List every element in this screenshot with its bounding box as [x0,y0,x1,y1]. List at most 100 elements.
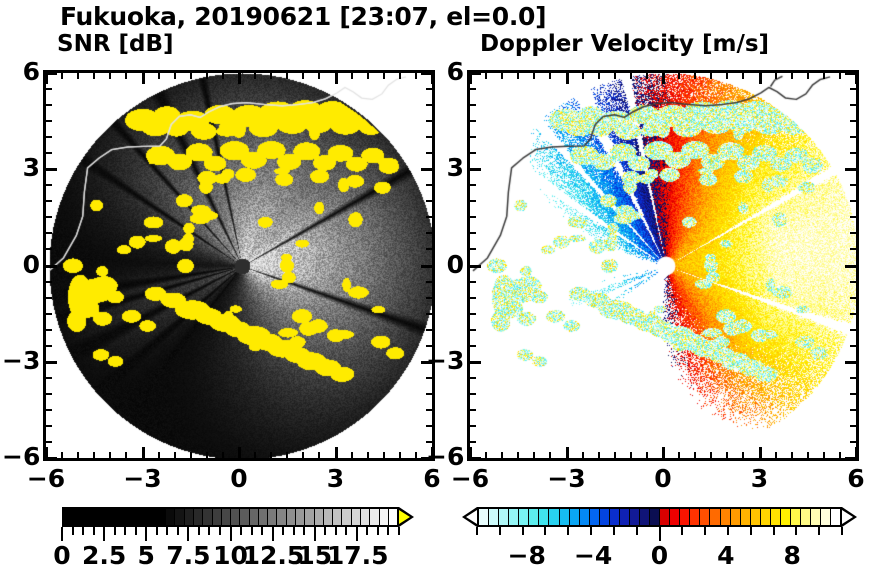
y-axis-tick-right [850,281,856,283]
colorbar-cell [569,509,580,525]
y-axis-tick-label: −6 [2,442,41,471]
x-axis-tick-label: 3 [750,464,769,493]
colorbar-extend-arrow-max-fill [842,510,853,524]
y-axis-tick-right [426,88,432,90]
colorbar-tick [635,527,638,535]
x-axis-tick-top [678,73,680,79]
colorbar-tick-label: 15 [297,541,333,570]
y-axis-tick [470,232,476,234]
x-axis-tick-top [630,73,632,79]
x-axis-tick [598,452,600,458]
y-axis-tick-right [850,232,856,234]
y-axis-tick [470,136,476,138]
y-axis-tick-label: −3 [2,345,41,375]
x-axis-tick-label: 0 [230,464,248,493]
colorbar-cell [361,509,371,525]
doppler-radar-image [470,73,856,458]
x-axis-tick [710,452,712,458]
y-axis-tick-right [850,248,856,250]
snr-colorbar-gradient [62,507,399,527]
x-axis-tick-label: 3 [326,464,345,493]
colorbar-cell [519,509,530,525]
y-axis-tick-right [426,152,432,154]
snr-plot-panel[interactable] [43,70,435,461]
colorbar-tick-label: 5 [137,541,155,570]
x-axis-tick-top [485,73,487,79]
colorbar-cell [110,509,120,525]
y-axis-tick [470,120,476,122]
y-axis-tick-right [421,457,432,460]
x-axis-tick [383,452,385,458]
y-axis-tick-right [850,345,856,347]
y-axis-tick [470,200,476,202]
colorbar-cell [529,509,540,525]
doppler-plot-panel[interactable] [467,70,859,461]
colorbar-tick [113,527,116,535]
y-axis-tick [46,425,52,427]
colorbar-cell [323,509,334,525]
x-axis-tick [238,447,241,458]
y-axis-tick-label: 0 [446,249,464,279]
colorbar-cell [770,509,781,525]
x-axis-tick [190,452,192,458]
x-axis-tick [45,447,48,458]
colorbar-tick [345,527,348,535]
x-axis-tick-top [807,73,809,79]
y-axis-tick [46,104,52,106]
doppler-colorbar[interactable]: −8 −4 0 4 8 [462,507,857,570]
colorbar-cell [268,509,278,525]
colorbar-cell [811,509,822,525]
y-axis-tick-right [845,457,856,460]
colorbar-tick [282,527,285,535]
colorbar-tick [544,527,547,535]
x-axis-tick-top [517,73,519,79]
y-axis-tick-right [426,393,432,395]
y-axis-tick [470,441,476,443]
y-axis-tick [470,377,476,379]
colorbar-tick-label: 0 [650,541,669,570]
colorbar-cell [589,509,600,525]
x-axis-tick-label: 6 [423,464,441,493]
colorbar-tick [772,527,775,535]
colorbar-cell [670,509,681,525]
snr-colorbar[interactable]: 0 2.5 5 7.5 10 12.5 15 17.5 [53,507,414,570]
y-axis-tick [46,88,52,90]
colorbar-cell [240,509,250,525]
y-axis-tick [46,216,52,218]
x-axis-tick-top [335,73,338,84]
colorbar-tick [476,527,478,535]
colorbar-extend-arrow-max-fill [399,510,410,524]
x-axis-tick-top [823,73,825,79]
x-axis-tick-top [598,73,600,79]
y-axis-tick-label: −6 [426,442,465,471]
colorbar-cell [700,509,711,525]
colorbar-tick [681,527,684,535]
colorbar-tick [498,527,501,535]
y-axis-tick-label: 3 [22,153,40,183]
x-axis-tick [501,452,503,458]
y-axis-tick-right [850,200,856,202]
colorbar-tick [521,527,524,535]
y-axis-tick-right [850,136,856,138]
colorbar-tick [166,527,169,535]
y-axis-tick [46,232,52,234]
colorbar-cell [333,509,343,525]
colorbar-tick [324,527,327,535]
y-axis-tick [470,152,476,154]
colorbar-cell [549,509,560,525]
x-axis-tick [839,452,841,458]
x-axis-tick [351,452,353,458]
colorbar-cell [710,509,721,525]
y-axis-tick-label: 0 [22,249,40,279]
x-axis-tick [614,452,616,458]
colorbar-cell [750,509,761,525]
colorbar-cell [370,509,380,525]
colorbar-tick [590,527,593,535]
colorbar-cell [609,509,620,525]
y-axis-tick [46,377,52,379]
colorbar-tick [658,527,661,541]
colorbar-tick-label: 17.5 [326,541,389,570]
colorbar-cell [619,509,630,525]
x-axis-tick [222,452,224,458]
y-axis-tick [470,216,476,218]
